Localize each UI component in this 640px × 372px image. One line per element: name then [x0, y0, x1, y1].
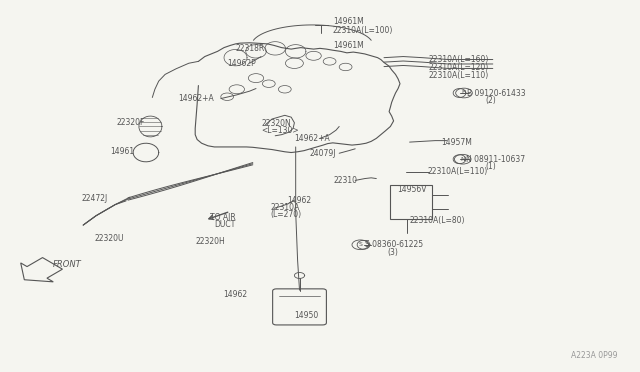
Text: A223A 0P99: A223A 0P99	[571, 351, 618, 360]
Text: (2): (2)	[485, 96, 496, 105]
Text: 22472J: 22472J	[82, 194, 108, 203]
Text: 14957M: 14957M	[442, 138, 472, 147]
Text: DUCT: DUCT	[214, 220, 236, 229]
Text: 22310A(L=110): 22310A(L=110)	[429, 71, 489, 80]
Text: 14961M: 14961M	[333, 17, 364, 26]
Text: 14956V: 14956V	[397, 185, 426, 194]
Text: 22310A(L=100): 22310A(L=100)	[333, 26, 393, 35]
Text: (L=270): (L=270)	[271, 210, 302, 219]
Text: TO AIR: TO AIR	[210, 213, 236, 222]
Text: N: N	[460, 157, 465, 162]
Text: 22310A(L=160): 22310A(L=160)	[429, 55, 489, 64]
Text: B: B	[462, 90, 466, 96]
Text: 14961M: 14961M	[333, 41, 364, 50]
Text: 22310A(L=80): 22310A(L=80)	[410, 216, 465, 225]
Text: B 09120-61433: B 09120-61433	[467, 89, 526, 97]
Text: 14962P: 14962P	[227, 59, 256, 68]
Bar	[390, 185, 432, 219]
Text: (1): (1)	[485, 162, 496, 171]
Text: (3): (3)	[388, 248, 399, 257]
Text: 22310A(L=120): 22310A(L=120)	[429, 63, 489, 72]
Text: 14950: 14950	[294, 311, 319, 320]
Text: 14962+A: 14962+A	[178, 94, 214, 103]
Text: 22318R: 22318R	[236, 44, 265, 53]
Text: 22320H: 22320H	[195, 237, 225, 246]
Text: FRONT: FRONT	[52, 260, 81, 269]
Text: 14961: 14961	[110, 147, 134, 156]
Text: S: S	[358, 242, 362, 247]
Text: 22320F: 22320F	[116, 118, 145, 127]
Text: 22310A: 22310A	[271, 203, 300, 212]
Text: N 08911-10637: N 08911-10637	[466, 155, 525, 164]
Text: 22320U: 22320U	[95, 234, 124, 243]
Text: 14962+A: 14962+A	[294, 134, 330, 143]
Text: 24079J: 24079J	[310, 149, 336, 158]
Text: 22310A(L=110): 22310A(L=110)	[428, 167, 488, 176]
Text: <L=130>: <L=130>	[261, 126, 299, 135]
Text: S 08360-61225: S 08360-61225	[365, 240, 423, 249]
Text: 22320N: 22320N	[261, 119, 291, 128]
Text: 14962: 14962	[287, 196, 311, 205]
Text: 22310: 22310	[333, 176, 357, 185]
Text: 14962: 14962	[223, 290, 247, 299]
